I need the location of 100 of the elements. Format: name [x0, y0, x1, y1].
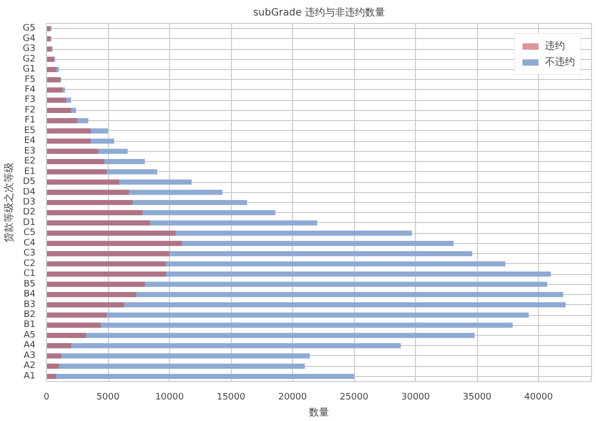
bar [46, 364, 305, 369]
bar [46, 282, 548, 287]
y-tick-label: G3 [22, 44, 36, 54]
x-tick-label: 25000 [340, 392, 369, 402]
bar [46, 374, 56, 379]
bar [46, 220, 150, 226]
bar [46, 332, 86, 338]
y-tick-label: G5 [22, 24, 36, 34]
bar [46, 353, 310, 358]
bar [46, 138, 114, 144]
bar [46, 66, 59, 72]
y-tick-label: C3 [23, 248, 36, 259]
bar [46, 251, 170, 256]
bar [46, 220, 318, 226]
bar [46, 159, 104, 164]
y-tick-label: E5 [24, 126, 36, 136]
y-tick-label: E3 [24, 146, 36, 156]
bar [46, 374, 354, 379]
y-tick-label: F1 [24, 116, 36, 126]
y-tick-label: A3 [24, 350, 36, 361]
bar [46, 240, 182, 246]
y-tick-label: A5 [24, 330, 36, 340]
chart-title: subGrade 违约与非违约数量 [253, 6, 385, 18]
y-tick-label: D2 [22, 208, 36, 218]
y-tick-label: B2 [24, 310, 36, 320]
bar [46, 108, 72, 113]
x-tick-label: 0 [44, 392, 50, 402]
bar [46, 230, 176, 236]
x-tick-label: 35000 [462, 392, 492, 402]
bar [46, 108, 76, 113]
bar [46, 272, 166, 277]
bar [46, 343, 401, 348]
y-tick-label: G4 [22, 34, 36, 44]
bar [46, 98, 66, 103]
bar [46, 353, 62, 358]
y-tick-label: E4 [24, 136, 36, 146]
y-tick-label: F3 [24, 95, 36, 106]
y-tick-label: C5 [23, 228, 36, 238]
bar [46, 292, 564, 298]
bar [46, 169, 107, 174]
y-tick-label: G1 [22, 64, 36, 75]
y-tick-label: B3 [24, 300, 36, 310]
bar [46, 190, 222, 195]
bar [46, 128, 91, 134]
bar [46, 332, 475, 338]
x-tick-label: 10000 [155, 392, 184, 402]
bar [46, 179, 192, 185]
bar [46, 251, 472, 256]
x-tick-label: 40000 [524, 392, 554, 402]
y-tick-label: B5 [24, 279, 36, 290]
y-tick-label: D3 [22, 198, 36, 208]
y-tick-label: C1 [23, 269, 36, 280]
bar [46, 200, 248, 206]
y-tick-label: E2 [24, 156, 36, 167]
x-tick-label: 20000 [278, 392, 308, 402]
y-tick-label: A2 [24, 361, 36, 372]
x-axis-title: 数量 [309, 408, 329, 418]
y-tick-label: C4 [23, 238, 36, 248]
bar [46, 282, 145, 287]
bar [46, 159, 145, 164]
bar [46, 364, 59, 369]
bar [46, 169, 158, 174]
bar [46, 292, 136, 298]
bar [46, 261, 506, 266]
y-tick-label: A1 [24, 371, 36, 382]
y-tick-label: C2 [23, 258, 36, 269]
bar [46, 66, 56, 72]
y-tick-label: B4 [24, 290, 36, 300]
bar [46, 98, 72, 103]
bar [46, 261, 166, 266]
bar [46, 302, 566, 308]
y-tick-label: D5 [22, 177, 36, 188]
bar [46, 230, 412, 236]
y-tick-label: A4 [24, 340, 36, 351]
bar [46, 190, 129, 195]
y-tick-label: B1 [24, 320, 36, 330]
y-tick-label: G2 [22, 54, 36, 64]
x-tick-label: 5000 [96, 392, 120, 402]
bar [46, 148, 128, 154]
bar [46, 272, 551, 277]
bar [46, 210, 142, 216]
bar [46, 322, 513, 328]
bar [46, 302, 124, 308]
bar [46, 118, 78, 124]
y-tick-label: D4 [22, 187, 36, 198]
bar [46, 200, 133, 206]
bar [46, 343, 72, 348]
bar [46, 148, 98, 154]
y-tick-label: F2 [24, 105, 36, 116]
y-tick-label: F4 [24, 84, 36, 95]
x-tick-label: 15000 [216, 392, 246, 402]
y-axis-title: 贷款等级之次等级 [2, 162, 15, 242]
y-tick-label: E1 [24, 166, 36, 177]
legend-label: 违约 [545, 40, 565, 53]
bar [46, 128, 108, 134]
bar [46, 118, 88, 124]
bar [46, 312, 529, 318]
bar [46, 240, 454, 246]
bar [46, 322, 101, 328]
bar [46, 312, 107, 318]
